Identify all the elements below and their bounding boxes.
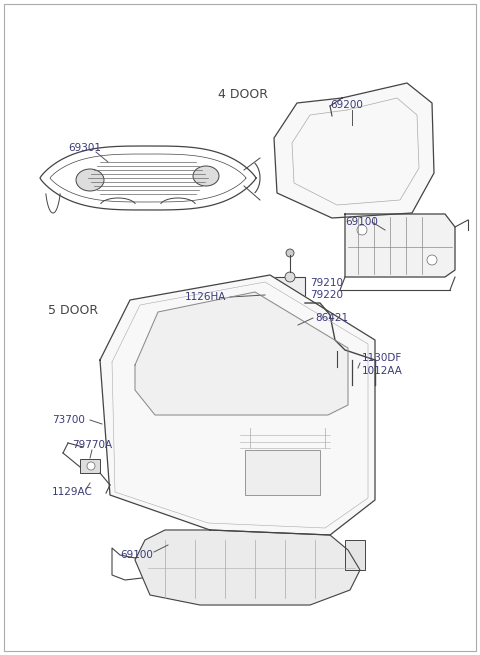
Ellipse shape (76, 169, 104, 191)
Polygon shape (135, 530, 360, 605)
Text: 1130DF: 1130DF (362, 353, 402, 363)
Text: 69301: 69301 (68, 143, 101, 153)
Circle shape (333, 365, 341, 373)
Text: 79220: 79220 (310, 290, 343, 300)
Text: 79770A: 79770A (72, 440, 112, 450)
Text: 69200: 69200 (330, 100, 363, 110)
Bar (80, 459, 100, 473)
Polygon shape (100, 275, 375, 535)
Text: 73700: 73700 (52, 415, 85, 425)
Bar (245, 450, 320, 495)
Text: 5 DOOR: 5 DOOR (48, 303, 98, 316)
Polygon shape (345, 214, 455, 277)
Text: 69100: 69100 (345, 217, 378, 227)
Text: 69100: 69100 (120, 550, 153, 560)
Bar (345, 540, 365, 570)
Ellipse shape (193, 166, 219, 186)
Circle shape (347, 353, 357, 363)
Polygon shape (274, 83, 434, 218)
Text: 1012AA: 1012AA (362, 366, 403, 376)
Circle shape (285, 272, 295, 282)
Circle shape (87, 462, 95, 470)
Polygon shape (135, 292, 348, 415)
Text: 86421: 86421 (315, 313, 348, 323)
Text: 1129AC: 1129AC (52, 487, 93, 497)
Circle shape (427, 255, 437, 265)
Circle shape (332, 340, 342, 350)
Text: 79210: 79210 (310, 278, 343, 288)
Circle shape (357, 225, 367, 235)
Bar (267, 277, 305, 315)
Text: 4 DOOR: 4 DOOR (218, 88, 268, 102)
Text: 1126HA: 1126HA (185, 292, 227, 302)
Circle shape (286, 249, 294, 257)
